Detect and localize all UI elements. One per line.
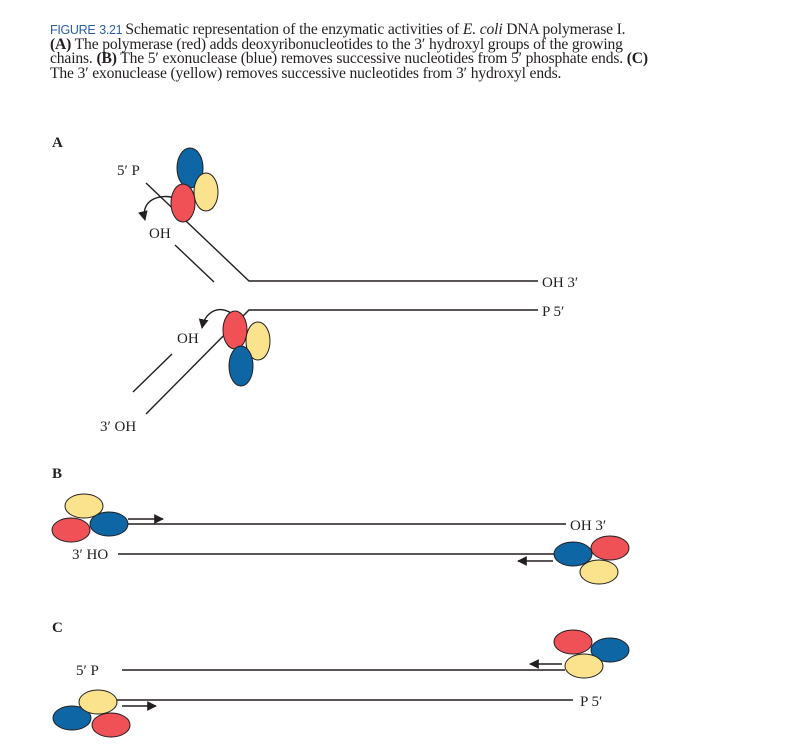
panel-a-lower-polymerase-blob — [222, 310, 248, 350]
panel-a-p5-label: P 5′ — [542, 304, 564, 320]
panel-a-oh3-label: OH 3′ — [542, 275, 578, 291]
panel-b-oh3-label: OH 3′ — [570, 518, 606, 534]
caption-species: E. coli — [462, 21, 503, 38]
panel-a-upper-oh-label: OH — [149, 226, 171, 242]
panel-c-left-exo5-blob — [52, 705, 92, 731]
panel-a-lower-exo3-blob — [245, 321, 271, 361]
figure-label: FIGURE — [50, 23, 96, 37]
panel-c-right-exo3-blob — [564, 653, 604, 679]
panel-b-right-polymerase-blob — [590, 535, 630, 561]
caption-text-2: DNA polymerase I. — [502, 21, 626, 38]
panel-a-lower-strand — [145, 309, 538, 415]
figure-caption: FIGURE 3.21 Schematic representation of t… — [50, 21, 650, 82]
caption-a-text: The polymerase (red) adds deoxyribonucle… — [50, 35, 623, 68]
caption-c-text: The 3′ exonuclease (yellow) removes succ… — [50, 64, 562, 82]
panel-c-5p-label: 5′ P — [76, 663, 99, 679]
panel-a-lower-curved-arrow — [198, 309, 232, 329]
panel-b-3ho-label: 3′ HO — [72, 547, 108, 563]
caption-b-text: The 5′ exonuclease (blue) removes succes… — [116, 50, 627, 68]
panel-a-lower-oh-label: OH — [177, 331, 199, 347]
panel-a-lower-exo5-blob — [228, 345, 254, 387]
caption-a-tag: (A) — [50, 35, 72, 53]
panel-b-left-exo3-blob — [64, 493, 104, 519]
panel-a-3oh-label: 3′ OH — [100, 419, 136, 435]
caption-text-1: Schematic representation of the enzymati… — [125, 21, 463, 38]
caption-c-tag: (C) — [626, 50, 648, 68]
panel-a-label: A — [52, 135, 63, 151]
panel-c-left-polymerase-blob — [91, 712, 131, 738]
panel-b-right-exo3-blob — [579, 559, 619, 585]
panel-b-left-exo5-blob — [89, 511, 129, 537]
caption-b-tag: (B) — [96, 50, 117, 68]
panel-a-upper-exo3-blob — [193, 172, 219, 212]
panel-a-5p-label: 5′ P — [117, 163, 140, 179]
panel-c-left-exo3-blob — [78, 689, 118, 715]
figure-number: 3.21 — [99, 23, 123, 37]
panel-c-label: C — [52, 620, 63, 636]
panel-a-upper-polymerase-blob — [170, 183, 196, 223]
panel-c-right-exo5-blob — [590, 637, 630, 663]
panel-b-left-polymerase-blob — [51, 517, 91, 543]
panel-c-p5-label: P 5′ — [580, 694, 602, 710]
panel-a-lower-new-strand — [132, 353, 173, 393]
panel-b-right-exo5-blob — [553, 541, 593, 567]
panel-a-upper-new-strand — [174, 244, 215, 283]
panel-c-right-polymerase-blob — [553, 629, 593, 655]
panel-b-label: B — [52, 466, 62, 482]
